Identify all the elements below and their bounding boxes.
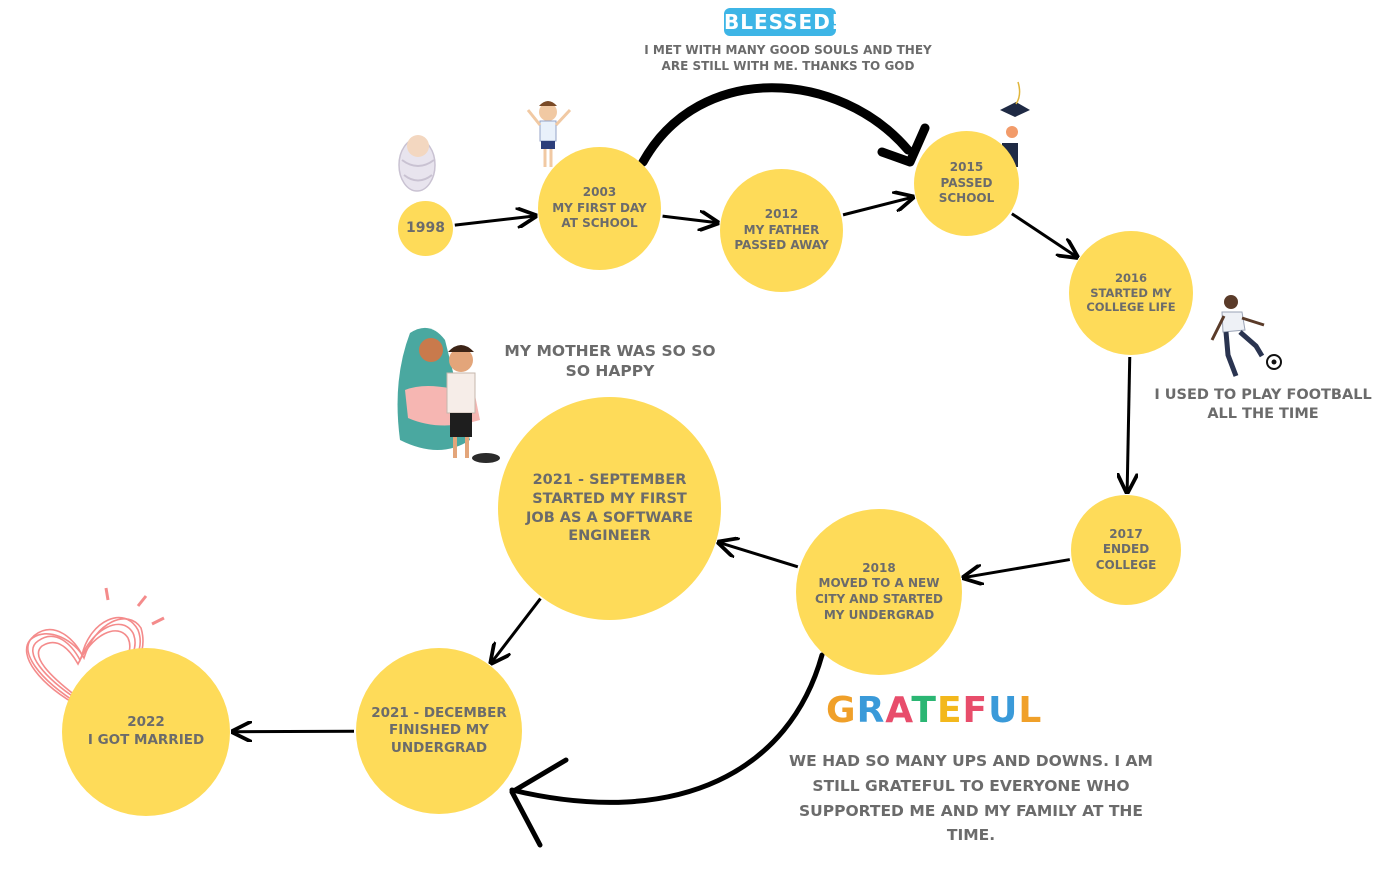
swaddled-baby-icon xyxy=(398,135,436,192)
mother-and-child-icon xyxy=(397,327,500,463)
grateful-note: WE HAD SO MANY UPS AND DOWNS. I AM STILL… xyxy=(789,752,1153,845)
node-2015: 2015 PASSED SCHOOL xyxy=(914,131,1019,236)
node-2003: 2003 MY FIRST DAY AT SCHOOL xyxy=(538,147,661,270)
arrow-n2017-to-n2018 xyxy=(964,558,1071,578)
node-2022: 2022 I GOT MARRIED xyxy=(62,648,230,816)
grateful-letter: A xyxy=(885,690,912,731)
curved-arrow-2018-to-2021-december-head xyxy=(509,757,569,848)
curved-arrow-2003-to-2015 xyxy=(638,83,913,167)
node-2012-label: 2012 MY FATHER PASSED AWAY xyxy=(734,207,829,253)
arrow-n2003-to-n2012 xyxy=(662,216,718,223)
node-1998: 1998 xyxy=(398,201,453,256)
curved-arrow-2018-to-2021-december xyxy=(509,652,825,805)
mother-note: MY MOTHER WAS SO SO SO HAPPY xyxy=(504,342,716,381)
arrow-n2015-to-n2016 xyxy=(1011,212,1077,257)
node-2018-label: 2018 MOVED TO A NEW CITY AND STARTED MY … xyxy=(814,560,944,622)
node-2021-december: 2021 - DECEMBER FINISHED MY UNDERGRAD xyxy=(356,648,522,814)
node-2022-label: 2022 I GOT MARRIED xyxy=(87,714,205,748)
grateful-letter: F xyxy=(962,690,989,731)
grateful-title: GRATEFUL xyxy=(826,690,1041,742)
football-player-icon xyxy=(1210,295,1282,377)
grateful-letter: T xyxy=(911,690,937,731)
arrow-n2021s-to-n2021d xyxy=(491,597,542,663)
node-2021-september: 2021 - SEPTEMBER STARTED MY FIRST JOB AS… xyxy=(498,397,721,620)
arrow-n1998-to-n2003 xyxy=(454,216,536,225)
node-2003-label: 2003 MY FIRST DAY AT SCHOOL xyxy=(552,185,647,231)
grateful-letter: E xyxy=(936,690,963,731)
node-2015-label: 2015 PASSED SCHOOL xyxy=(938,160,995,206)
blessed-title: BLESSED! xyxy=(724,8,841,36)
grateful-letter: U xyxy=(988,690,1019,731)
node-1998-label: 1998 xyxy=(406,220,445,237)
node-2017: 2017 ENDED COLLEGE xyxy=(1071,495,1181,605)
node-2012: 2012 MY FATHER PASSED AWAY xyxy=(720,169,843,292)
football-note: I USED TO PLAY FOOTBALL ALL THE TIME xyxy=(1154,387,1372,422)
node-2021-september-label: 2021 - SEPTEMBER STARTED MY FIRST JOB AS… xyxy=(525,471,693,545)
arrow-n2018-to-n2021s xyxy=(719,542,799,569)
arrow-n2012-to-n2015 xyxy=(842,197,913,217)
grateful-title-letters: GRATEFUL xyxy=(826,690,1042,731)
edges-layer xyxy=(233,197,1130,732)
schoolboy-icon xyxy=(526,101,572,167)
node-2016-label: 2016 STARTED MY COLLEGE LIFE xyxy=(1086,270,1176,315)
blessed-note: I MET WITH MANY GOOD SOULS AND THEY ARE … xyxy=(644,43,932,73)
arrow-n2016-to-n2017 xyxy=(1127,356,1130,492)
grateful-letter: L xyxy=(1018,690,1043,731)
node-2018: 2018 MOVED TO A NEW CITY AND STARTED MY … xyxy=(796,509,962,675)
curved-arrow-2003-to-2015-head xyxy=(877,123,930,167)
grateful-letter: G xyxy=(826,690,857,731)
node-2021-december-label: 2021 - DECEMBER FINISHED MY UNDERGRAD xyxy=(371,704,507,756)
node-2016: 2016 STARTED MY COLLEGE LIFE xyxy=(1069,231,1193,355)
grateful-letter: R xyxy=(856,690,886,731)
node-2017-label: 2017 ENDED COLLEGE xyxy=(1095,526,1157,572)
